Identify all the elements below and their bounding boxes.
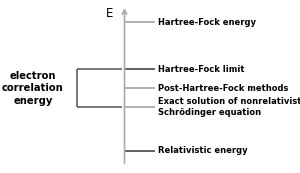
Text: E: E — [106, 7, 113, 20]
Text: Post-Hartree-Fock methods: Post-Hartree-Fock methods — [158, 84, 288, 93]
Text: Hartree-Fock limit: Hartree-Fock limit — [158, 65, 244, 74]
Text: electron
correlation
energy: electron correlation energy — [2, 71, 64, 106]
Text: Relativistic energy: Relativistic energy — [158, 146, 247, 155]
Text: Hartree-Fock energy: Hartree-Fock energy — [158, 18, 256, 27]
Text: Exact solution of nonrelativistic
Schrödinger equation: Exact solution of nonrelativistic Schröd… — [158, 97, 300, 117]
